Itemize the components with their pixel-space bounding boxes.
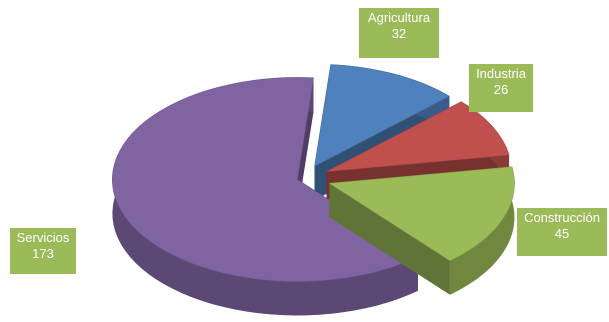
pie-slice-wall [329,183,450,295]
label-construccion-name: Construcción [524,210,600,225]
data-label-construccion: Construcción 45 [517,208,607,256]
label-industria-value: 26 [493,82,509,97]
pie-slice-top [326,101,510,172]
pie-slice-side [112,77,418,316]
pie-slice-wall [297,77,314,214]
label-industria-name: Industria [476,66,526,81]
label-servicios-name: Servicios [16,230,70,245]
pie-slice-top [328,166,515,262]
data-label-servicios: Servicios 173 [10,228,76,274]
label-construccion-value: 45 [554,226,570,241]
label-servicios-value: 173 [32,246,54,261]
data-label-industria: Industria 26 [469,64,533,112]
label-agricultura-value: 32 [391,26,407,41]
data-label-agricultura: Agricultura 32 [359,8,439,58]
pie-slice-top [314,64,450,167]
pie-slice-top [112,77,419,282]
pie-slice-construcción [328,166,515,295]
pie-slice-side [449,166,515,295]
label-agricultura-name: Agricultura [367,10,431,25]
